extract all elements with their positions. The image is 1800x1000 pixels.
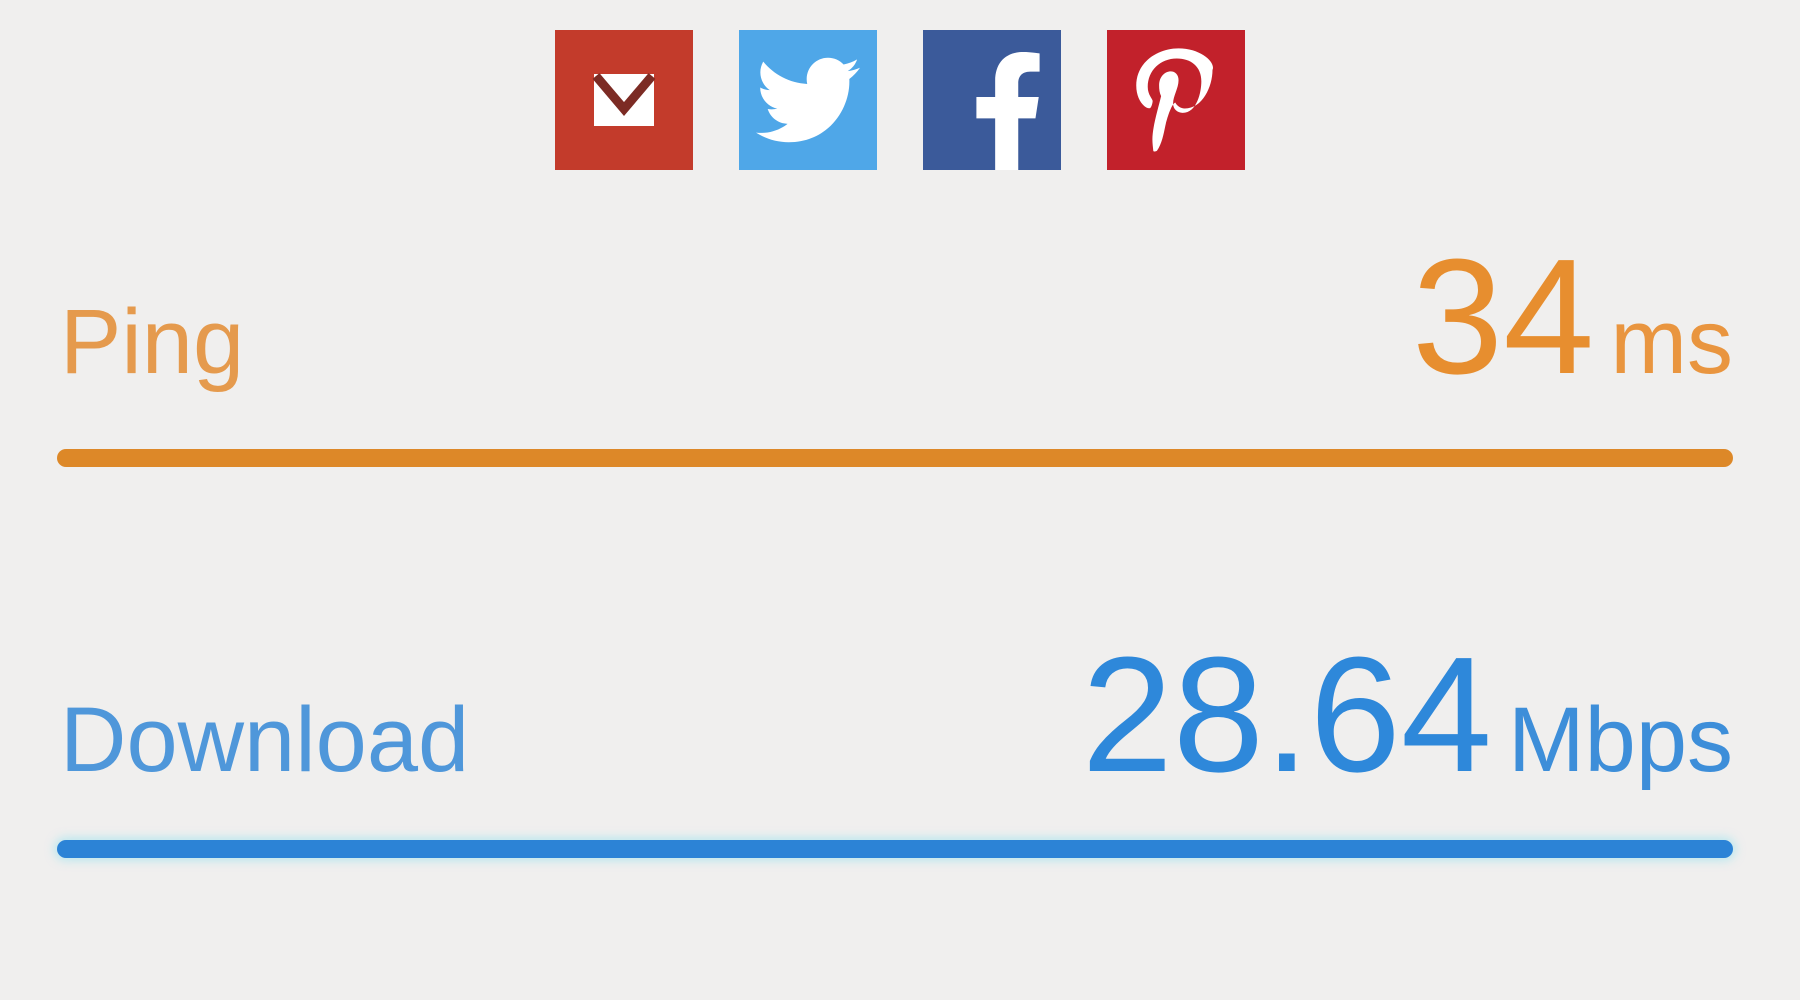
ping-value-group: 34 ms bbox=[1412, 235, 1733, 399]
share-bar bbox=[0, 30, 1800, 170]
twitter-share-button[interactable] bbox=[739, 30, 877, 170]
download-row: Download 28.64 Mbps bbox=[60, 633, 1733, 797]
ping-value: 34 bbox=[1411, 225, 1595, 408]
pinterest-share-button[interactable] bbox=[1107, 30, 1245, 170]
ping-unit: ms bbox=[1610, 291, 1733, 393]
facebook-share-button[interactable] bbox=[923, 30, 1061, 170]
pinterest-p-icon bbox=[1136, 48, 1213, 152]
ping-label: Ping bbox=[60, 291, 245, 393]
facebook-f-icon bbox=[976, 52, 1040, 170]
download-value: 28.64 bbox=[1081, 623, 1493, 806]
ping-row: Ping 34 ms bbox=[60, 235, 1733, 399]
download-unit: Mbps bbox=[1508, 689, 1733, 791]
email-share-button[interactable] bbox=[555, 30, 693, 170]
download-label: Download bbox=[60, 689, 470, 791]
twitter-bird-icon bbox=[756, 57, 860, 143]
download-progress-line bbox=[57, 840, 1733, 858]
envelope-icon bbox=[592, 73, 656, 126]
download-value-group: 28.64 Mbps bbox=[1082, 633, 1733, 797]
ping-progress-line bbox=[57, 449, 1733, 467]
